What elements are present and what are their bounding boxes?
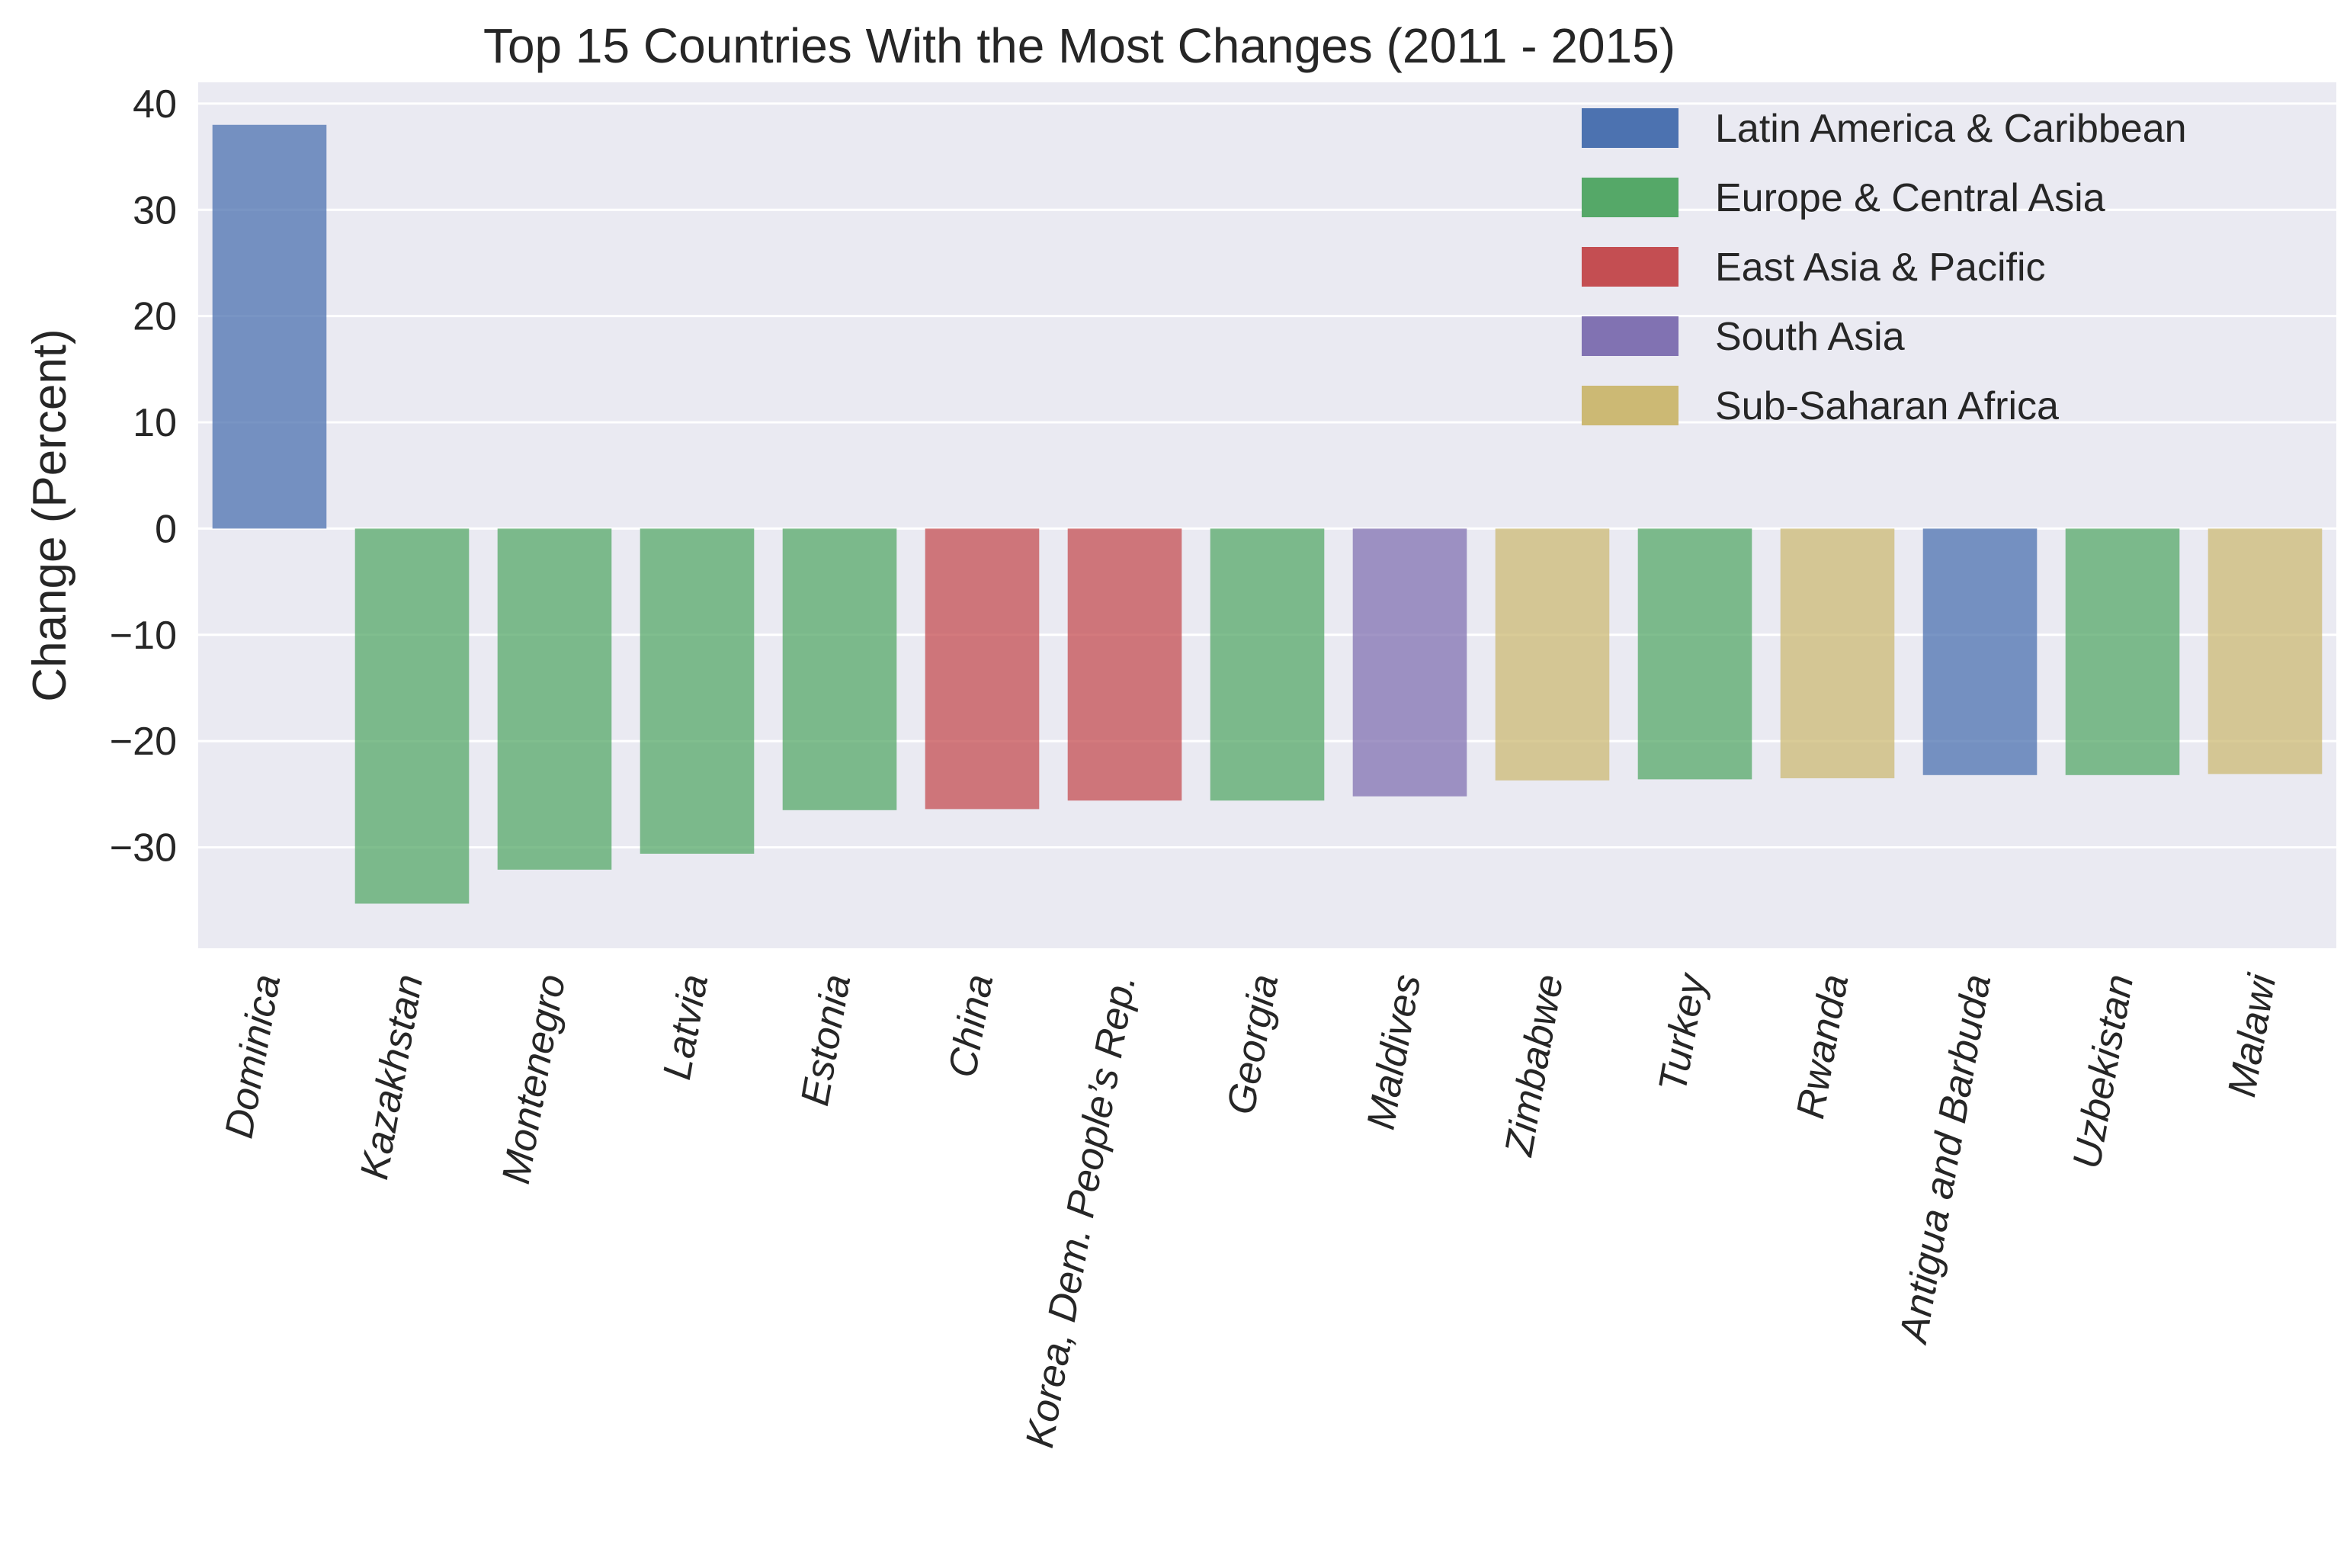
x-tick-label: Rwanda — [1788, 971, 1857, 1122]
legend-swatch — [1582, 178, 1678, 217]
bar — [1067, 528, 1182, 801]
bar — [1780, 528, 1895, 778]
bars — [212, 124, 2323, 904]
y-tick-label: 20 — [133, 295, 177, 339]
legend-label: South Asia — [1715, 315, 1905, 359]
x-tick-label: Malawi — [2220, 970, 2284, 1101]
x-tick-label: China — [941, 971, 1002, 1081]
legend-swatch — [1582, 316, 1678, 356]
legend-label: Sub-Saharan Africa — [1715, 384, 2059, 428]
x-tick-label: Dominica — [217, 971, 290, 1142]
legend-swatch — [1582, 247, 1678, 287]
bar — [1210, 528, 1325, 801]
x-tick-label: Estonia — [793, 971, 859, 1109]
bar — [497, 528, 612, 870]
bar — [925, 528, 1040, 810]
legend-label: East Asia & Pacific — [1715, 245, 2046, 290]
x-tick-label: Korea, Dem. People’s Rep. — [1018, 971, 1144, 1451]
chart-title: Top 15 Countries With the Most Changes (… — [483, 18, 1675, 73]
y-tick-label: −10 — [110, 614, 177, 658]
legend: Latin America & Caribbean Europe & Centra… — [1582, 107, 2187, 428]
legend-label: Europe & Central Asia — [1715, 176, 2105, 220]
y-tick-label: −30 — [110, 826, 177, 871]
x-tick-label: Latvia — [655, 971, 717, 1083]
x-tick-labels: Dominica Kazakhstan Montenegro Latvia Estoni… — [217, 969, 2285, 1451]
x-tick-label: Zimbabwe — [1496, 971, 1572, 1160]
bar — [1922, 528, 2038, 775]
bar — [782, 528, 897, 810]
y-tick-label: 30 — [133, 188, 177, 232]
x-tick-label: Georgia — [1219, 971, 1287, 1117]
bar — [2208, 528, 2323, 774]
x-tick-label: Uzbekistan — [2065, 971, 2143, 1172]
bar — [354, 528, 470, 904]
y-tick-label: 0 — [155, 507, 177, 551]
bar — [640, 528, 755, 854]
legend-label: Latin America & Caribbean — [1715, 107, 2187, 151]
y-tick-label: 40 — [133, 82, 177, 127]
legend-swatch — [1582, 108, 1678, 148]
bar — [2065, 528, 2180, 775]
y-tick-label: 10 — [133, 401, 177, 445]
x-tick-label: Maldives — [1359, 971, 1430, 1133]
x-tick-label: Turkey — [1650, 969, 1715, 1095]
x-tick-label: Antigua and Barbuda — [1891, 971, 1999, 1348]
bar — [1495, 528, 1610, 781]
y-axis-label: Change (Percent) — [24, 329, 76, 701]
bar — [1637, 528, 1752, 780]
bar — [1352, 528, 1467, 797]
bar — [212, 124, 327, 529]
y-tick-labels: 40 30 20 10 0 −10 −20 −30 — [110, 82, 177, 871]
legend-swatch — [1582, 386, 1678, 425]
x-tick-label: Kazakhstan — [352, 971, 431, 1183]
x-tick-label: Montenegro — [494, 971, 574, 1187]
y-tick-label: −20 — [110, 720, 177, 764]
